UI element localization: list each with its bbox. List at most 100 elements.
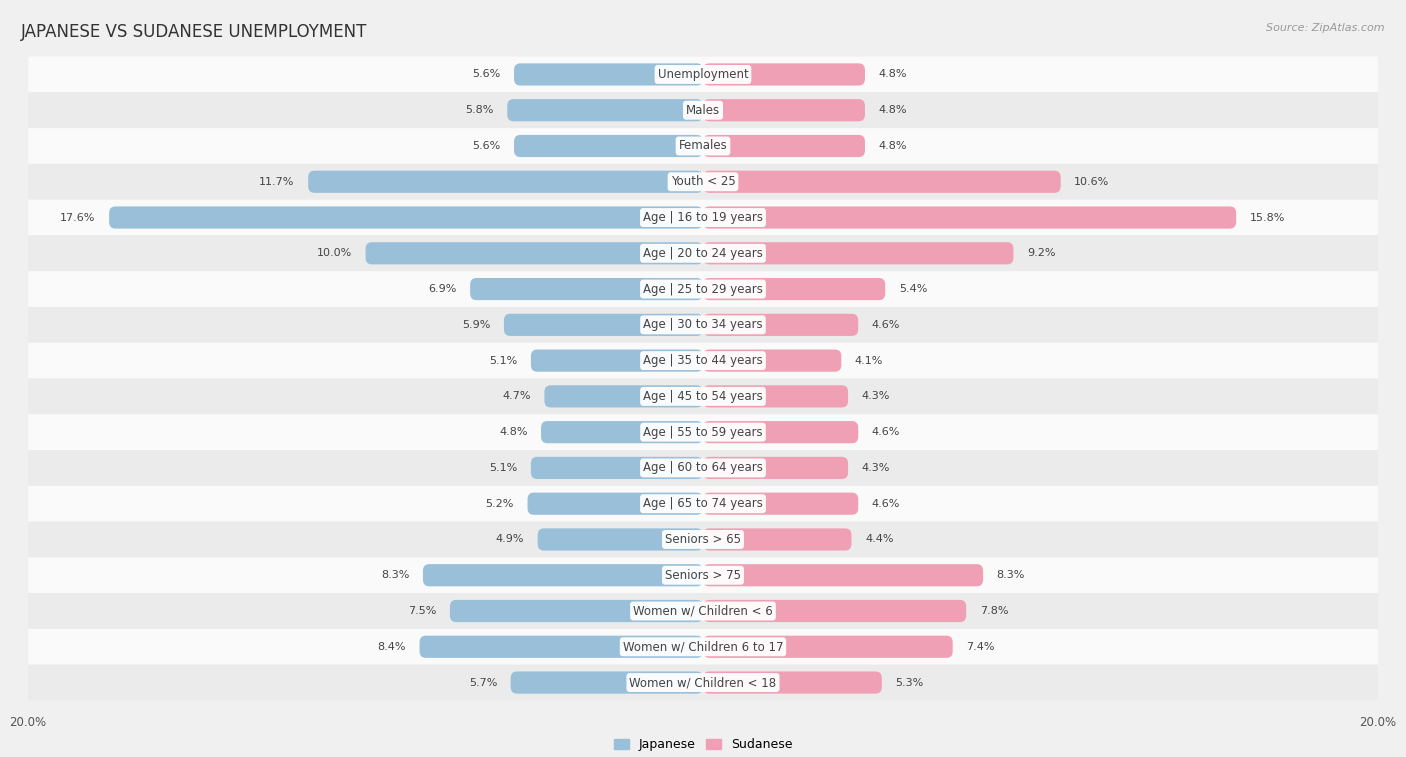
FancyBboxPatch shape [527, 493, 703, 515]
FancyBboxPatch shape [28, 557, 1378, 593]
Text: 4.3%: 4.3% [862, 391, 890, 401]
FancyBboxPatch shape [28, 57, 1378, 92]
FancyBboxPatch shape [537, 528, 703, 550]
FancyBboxPatch shape [28, 92, 1378, 128]
FancyBboxPatch shape [703, 170, 1060, 193]
Text: Age | 25 to 29 years: Age | 25 to 29 years [643, 282, 763, 295]
FancyBboxPatch shape [423, 564, 703, 587]
Text: JAPANESE VS SUDANESE UNEMPLOYMENT: JAPANESE VS SUDANESE UNEMPLOYMENT [21, 23, 367, 41]
Text: 5.1%: 5.1% [489, 356, 517, 366]
FancyBboxPatch shape [419, 636, 703, 658]
FancyBboxPatch shape [28, 235, 1378, 271]
FancyBboxPatch shape [703, 207, 1236, 229]
FancyBboxPatch shape [470, 278, 703, 301]
FancyBboxPatch shape [703, 242, 1014, 264]
Text: 4.8%: 4.8% [879, 105, 907, 115]
FancyBboxPatch shape [541, 421, 703, 444]
FancyBboxPatch shape [28, 164, 1378, 200]
FancyBboxPatch shape [703, 64, 865, 86]
Text: 7.4%: 7.4% [966, 642, 994, 652]
FancyBboxPatch shape [531, 456, 703, 479]
FancyBboxPatch shape [703, 313, 858, 336]
Text: Males: Males [686, 104, 720, 117]
Text: 9.2%: 9.2% [1026, 248, 1056, 258]
Text: Seniors > 65: Seniors > 65 [665, 533, 741, 546]
Text: 8.4%: 8.4% [378, 642, 406, 652]
FancyBboxPatch shape [308, 170, 703, 193]
Text: 11.7%: 11.7% [259, 177, 295, 187]
Text: 5.4%: 5.4% [898, 284, 927, 294]
Text: 5.6%: 5.6% [472, 70, 501, 79]
FancyBboxPatch shape [703, 385, 848, 407]
Text: Age | 65 to 74 years: Age | 65 to 74 years [643, 497, 763, 510]
Text: 15.8%: 15.8% [1250, 213, 1285, 223]
FancyBboxPatch shape [703, 600, 966, 622]
Text: 4.8%: 4.8% [879, 70, 907, 79]
Text: Females: Females [679, 139, 727, 152]
Text: Age | 30 to 34 years: Age | 30 to 34 years [643, 319, 763, 332]
FancyBboxPatch shape [110, 207, 703, 229]
FancyBboxPatch shape [366, 242, 703, 264]
FancyBboxPatch shape [703, 278, 886, 301]
Text: 4.6%: 4.6% [872, 499, 900, 509]
Text: 5.3%: 5.3% [896, 678, 924, 687]
Text: 5.8%: 5.8% [465, 105, 494, 115]
Text: 4.7%: 4.7% [502, 391, 531, 401]
Text: Age | 55 to 59 years: Age | 55 to 59 years [643, 425, 763, 438]
FancyBboxPatch shape [510, 671, 703, 693]
FancyBboxPatch shape [28, 343, 1378, 378]
Text: 4.6%: 4.6% [872, 427, 900, 437]
FancyBboxPatch shape [450, 600, 703, 622]
FancyBboxPatch shape [703, 636, 953, 658]
FancyBboxPatch shape [515, 64, 703, 86]
FancyBboxPatch shape [703, 135, 865, 157]
Text: 5.6%: 5.6% [472, 141, 501, 151]
Text: Age | 60 to 64 years: Age | 60 to 64 years [643, 462, 763, 475]
FancyBboxPatch shape [28, 271, 1378, 307]
FancyBboxPatch shape [503, 313, 703, 336]
Text: 5.2%: 5.2% [485, 499, 515, 509]
Text: Women w/ Children < 18: Women w/ Children < 18 [630, 676, 776, 689]
Text: 10.6%: 10.6% [1074, 177, 1109, 187]
Legend: Japanese, Sudanese: Japanese, Sudanese [609, 734, 797, 756]
Text: Women w/ Children 6 to 17: Women w/ Children 6 to 17 [623, 640, 783, 653]
FancyBboxPatch shape [703, 456, 848, 479]
FancyBboxPatch shape [28, 378, 1378, 414]
Text: 8.3%: 8.3% [381, 570, 409, 580]
FancyBboxPatch shape [544, 385, 703, 407]
Text: 5.7%: 5.7% [468, 678, 498, 687]
FancyBboxPatch shape [703, 99, 865, 121]
Text: 4.8%: 4.8% [499, 427, 527, 437]
FancyBboxPatch shape [703, 671, 882, 693]
FancyBboxPatch shape [703, 564, 983, 587]
Text: 4.4%: 4.4% [865, 534, 893, 544]
FancyBboxPatch shape [28, 307, 1378, 343]
Text: Age | 45 to 54 years: Age | 45 to 54 years [643, 390, 763, 403]
FancyBboxPatch shape [28, 486, 1378, 522]
FancyBboxPatch shape [703, 493, 858, 515]
Text: Source: ZipAtlas.com: Source: ZipAtlas.com [1267, 23, 1385, 33]
Text: 7.5%: 7.5% [408, 606, 436, 616]
FancyBboxPatch shape [703, 421, 858, 444]
Text: 7.8%: 7.8% [980, 606, 1008, 616]
FancyBboxPatch shape [703, 528, 852, 550]
Text: Age | 35 to 44 years: Age | 35 to 44 years [643, 354, 763, 367]
Text: Women w/ Children < 6: Women w/ Children < 6 [633, 605, 773, 618]
FancyBboxPatch shape [508, 99, 703, 121]
FancyBboxPatch shape [703, 350, 841, 372]
Text: 5.1%: 5.1% [489, 463, 517, 473]
Text: Seniors > 75: Seniors > 75 [665, 569, 741, 581]
FancyBboxPatch shape [531, 350, 703, 372]
FancyBboxPatch shape [28, 200, 1378, 235]
Text: 4.3%: 4.3% [862, 463, 890, 473]
FancyBboxPatch shape [28, 414, 1378, 450]
Text: Age | 20 to 24 years: Age | 20 to 24 years [643, 247, 763, 260]
Text: 4.9%: 4.9% [496, 534, 524, 544]
Text: Unemployment: Unemployment [658, 68, 748, 81]
Text: Age | 16 to 19 years: Age | 16 to 19 years [643, 211, 763, 224]
Text: 17.6%: 17.6% [60, 213, 96, 223]
Text: 4.8%: 4.8% [879, 141, 907, 151]
FancyBboxPatch shape [28, 128, 1378, 164]
FancyBboxPatch shape [28, 450, 1378, 486]
FancyBboxPatch shape [28, 522, 1378, 557]
